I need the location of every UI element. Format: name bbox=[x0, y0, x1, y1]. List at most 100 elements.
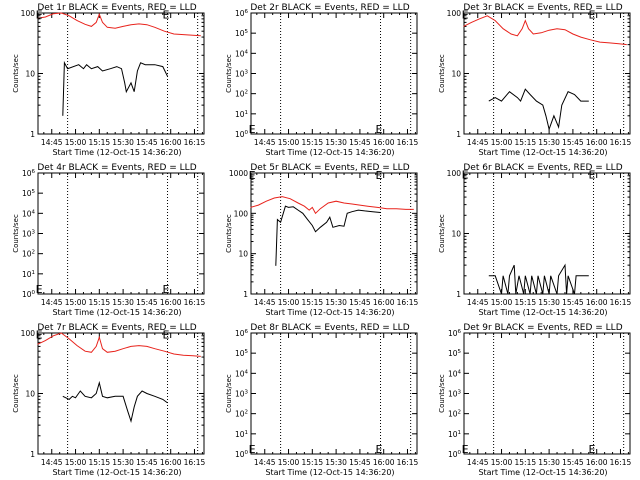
y-tick-label: 1 bbox=[456, 130, 461, 139]
panel-title: Det 8r BLACK = Events, RED = LLD bbox=[250, 323, 409, 333]
y-tick-label: 100 bbox=[234, 209, 249, 218]
y-tick-label: 101 bbox=[235, 430, 248, 439]
y-tick-label: 1 bbox=[456, 290, 461, 299]
x-tick-label: 16:15 bbox=[397, 298, 419, 307]
x-tick-label: 16:15 bbox=[184, 138, 206, 147]
y-tick-label: 10 bbox=[451, 70, 461, 79]
x-tick-label: 16:00 bbox=[160, 138, 182, 147]
x-tick-label: 16:15 bbox=[610, 458, 632, 467]
e-marker: E bbox=[36, 283, 43, 296]
x-tick-label: 15:45 bbox=[349, 458, 371, 467]
e-marker: E bbox=[249, 443, 256, 456]
y-tick-label: 100 bbox=[21, 329, 36, 338]
series-lld bbox=[463, 15, 627, 46]
panel-title: Det 5r BLACK = Events, RED = LLD bbox=[250, 163, 409, 173]
x-tick-label: 15:15 bbox=[515, 298, 537, 307]
x-tick-label: 16:00 bbox=[373, 298, 395, 307]
x-axis-label: Start Time (12-Oct-15 14:36:20) bbox=[52, 468, 181, 477]
plot-frame bbox=[463, 332, 631, 455]
y-tick-label: 1000 bbox=[229, 169, 248, 178]
y-tick-label: 101 bbox=[22, 270, 35, 279]
x-tick-label: 15:30 bbox=[325, 458, 347, 467]
e-marker: E bbox=[462, 168, 469, 181]
y-axis-label: Counts/sec bbox=[225, 214, 233, 253]
series-events bbox=[488, 88, 589, 131]
e-marker: E bbox=[588, 8, 595, 21]
y-tick-label: 105 bbox=[235, 29, 249, 38]
x-tick-label: 15:45 bbox=[136, 138, 158, 147]
y-tick-label: 1 bbox=[243, 290, 248, 299]
y-tick-label: 104 bbox=[448, 369, 462, 378]
y-axis-label: Counts/sec bbox=[438, 54, 446, 93]
x-tick-label: 14:45 bbox=[254, 138, 276, 147]
plot-frame bbox=[37, 332, 205, 455]
x-tick-label: 15:00 bbox=[65, 298, 87, 307]
y-tick-label: 103 bbox=[235, 70, 249, 79]
x-tick-label: 16:00 bbox=[373, 458, 395, 467]
y-tick-label: 103 bbox=[235, 390, 249, 399]
y-tick-label: 104 bbox=[235, 49, 249, 58]
panel-title: Det 6r BLACK = Events, RED = LLD bbox=[463, 163, 622, 173]
y-tick-label: 101 bbox=[448, 430, 461, 439]
e-marker: E bbox=[162, 328, 169, 341]
x-tick-label: 15:00 bbox=[278, 458, 300, 467]
y-tick-label: 106 bbox=[235, 9, 249, 18]
x-tick-label: 15:30 bbox=[325, 298, 347, 307]
y-tick-label: 103 bbox=[448, 390, 462, 399]
x-tick-label: 15:00 bbox=[278, 138, 300, 147]
e-marker: E bbox=[36, 328, 43, 341]
x-tick-label: 15:45 bbox=[136, 298, 158, 307]
x-tick-label: 15:45 bbox=[136, 458, 158, 467]
series-events bbox=[275, 205, 381, 266]
e-marker: E bbox=[249, 169, 256, 182]
y-tick-label: 10 bbox=[238, 250, 248, 259]
series-lld bbox=[37, 332, 201, 357]
y-tick-label: 102 bbox=[235, 90, 248, 99]
x-tick-label: 15:15 bbox=[515, 458, 537, 467]
e-marker: E bbox=[375, 443, 382, 456]
x-tick-label: 16:15 bbox=[610, 138, 632, 147]
y-tick-label: 1 bbox=[30, 450, 35, 459]
series-lld bbox=[250, 196, 414, 215]
y-tick-label: 100 bbox=[235, 450, 249, 459]
x-tick-label: 16:00 bbox=[160, 298, 182, 307]
x-axis-label: Start Time (12-Oct-15 14:36:20) bbox=[478, 148, 607, 157]
x-axis-label: Start Time (12-Oct-15 14:36:20) bbox=[52, 148, 181, 157]
x-tick-label: 16:00 bbox=[586, 138, 608, 147]
x-tick-label: 14:45 bbox=[41, 138, 63, 147]
x-tick-label: 15:15 bbox=[302, 458, 324, 467]
plot-frame bbox=[37, 172, 205, 295]
y-axis-label: Counts/sec bbox=[438, 374, 446, 413]
y-tick-label: 105 bbox=[448, 349, 462, 358]
x-tick-label: 15:30 bbox=[325, 138, 347, 147]
y-tick-label: 102 bbox=[448, 410, 461, 419]
y-axis-label: Counts/sec bbox=[225, 374, 233, 413]
panel-title: Det 3r BLACK = Events, RED = LLD bbox=[463, 3, 622, 13]
panel-title: Det 7r BLACK = Events, RED = LLD bbox=[37, 323, 196, 333]
y-tick-label: 102 bbox=[235, 410, 248, 419]
x-tick-label: 16:15 bbox=[184, 458, 206, 467]
x-tick-label: 14:45 bbox=[467, 458, 489, 467]
y-tick-label: 101 bbox=[235, 110, 248, 119]
x-axis-label: Start Time (12-Oct-15 14:36:20) bbox=[265, 468, 394, 477]
x-tick-label: 15:00 bbox=[491, 298, 513, 307]
plot-frame bbox=[250, 332, 418, 455]
x-tick-label: 15:30 bbox=[538, 298, 560, 307]
panel-title: Det 4r BLACK = Events, RED = LLD bbox=[37, 163, 196, 173]
y-tick-label: 100 bbox=[448, 450, 462, 459]
x-tick-label: 16:15 bbox=[184, 298, 206, 307]
y-axis-label: Counts/sec bbox=[438, 214, 446, 253]
y-tick-label: 100 bbox=[447, 169, 462, 178]
y-tick-label: 104 bbox=[22, 209, 36, 218]
x-tick-label: 16:00 bbox=[586, 458, 608, 467]
x-tick-label: 15:15 bbox=[89, 138, 111, 147]
x-tick-label: 15:30 bbox=[538, 138, 560, 147]
